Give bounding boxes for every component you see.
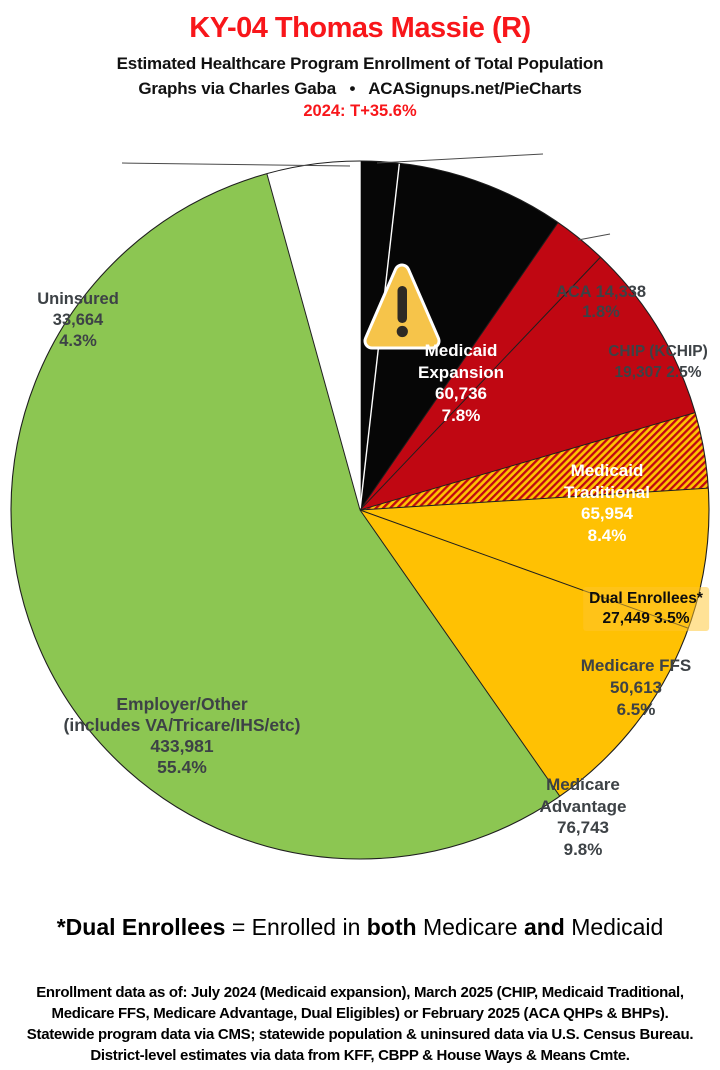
slice-divider (266, 173, 361, 511)
label-medicare-advantage: Medicare Advantage 76,743 9.8% (539, 775, 627, 859)
pie-slice-dual-enrollees (360, 412, 709, 510)
warning-exclamation-dot (396, 325, 408, 338)
pie-outline (10, 160, 710, 860)
pie-chart: Uninsured 33,664 4.3% ACA 14,338 1.8% CH… (0, 140, 720, 880)
warning-exclamation-bar (397, 286, 407, 323)
slice-divider (359, 509, 561, 797)
election-margin-note: 2024: T+35.6% (303, 102, 417, 120)
chip-leader-line (577, 233, 611, 241)
slice-divider (359, 487, 709, 511)
slice-divider (359, 412, 696, 511)
label-uninsured: Uninsured 33,664 4.3% (37, 290, 119, 350)
data-sources-note: Enrollment data as of: July 2024 (Medica… (26, 984, 694, 1064)
slice-divider (359, 222, 559, 511)
subtitle-enrollment: Estimated Healthcare Program Enrollment … (116, 54, 604, 73)
leader-lines (121, 153, 611, 241)
label-employer-other: Employer/Other (includes VA/Tricare/IHS/… (63, 694, 301, 777)
aca-leader-line (376, 153, 544, 164)
label-medicaid-traditional: Medicaid Traditional 65,954 8.4% (564, 461, 650, 545)
warning-icon (363, 263, 441, 350)
slice-divider (359, 256, 601, 511)
label-chip: CHIP (KCHIP) 19,307 2.5% (608, 343, 708, 381)
dual-enrollees-definition: *Dual Enrollees = Enrolled in both Medic… (56, 914, 664, 940)
page-title: KY-04 Thomas Massie (R) (189, 12, 531, 44)
label-aca: ACA 14,338 1.8% (555, 283, 647, 321)
uninsured-leader-line (121, 162, 351, 167)
subtitle-credit: Graphs via Charles Gaba • ACASignups.net… (138, 79, 582, 98)
pie-slice-dividers (266, 161, 709, 797)
label-dual-enrollees: Dual Enrollees* 27,449 3.5% (583, 587, 709, 631)
label-medicare-ffs: Medicare FFS 50,613 6.5% (580, 656, 692, 719)
label-medicaid-expansion: Medicaid Expansion 60,736 7.8% (418, 341, 504, 425)
